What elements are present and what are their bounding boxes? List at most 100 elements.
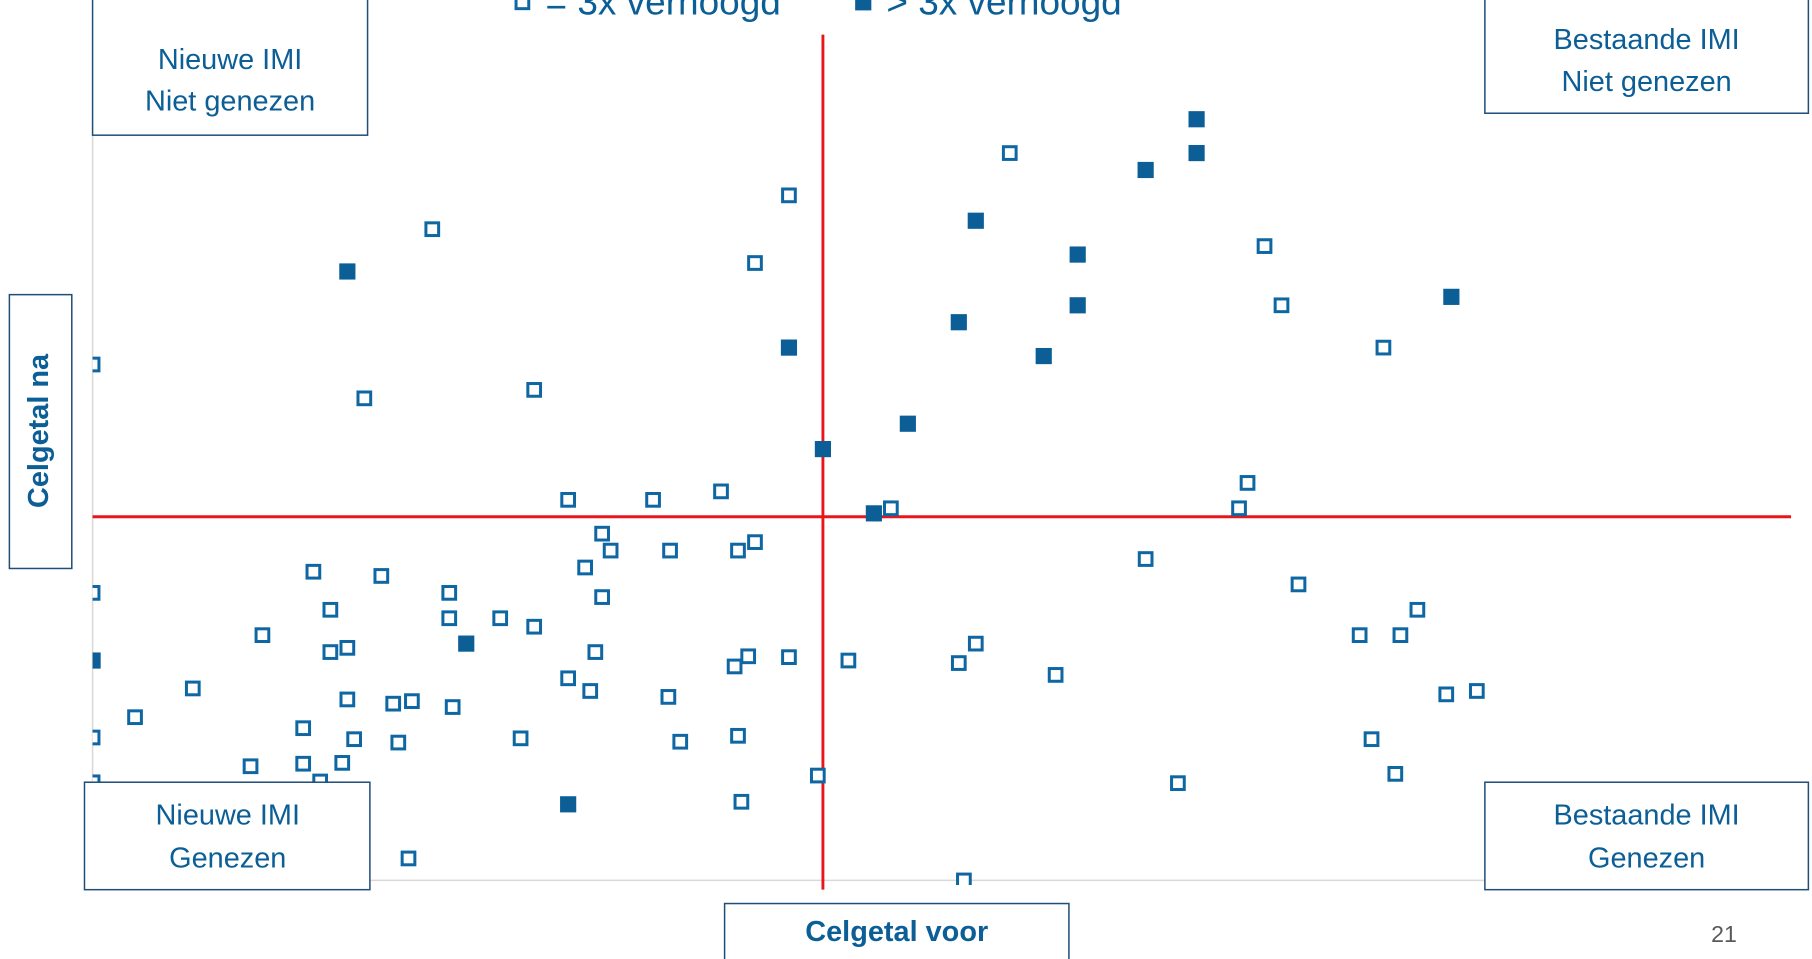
open-marker	[1387, 766, 1404, 782]
filled-marker	[1069, 246, 1086, 263]
legend-marker	[514, 0, 531, 11]
open-marker	[587, 644, 604, 660]
open-marker	[747, 534, 763, 550]
open-marker	[840, 652, 857, 669]
open-marker	[424, 221, 441, 238]
open-marker	[809, 767, 826, 784]
open-marker	[662, 542, 678, 559]
open-marker	[577, 559, 593, 576]
open-marker	[1392, 627, 1409, 644]
open-marker	[92, 356, 101, 373]
open-marker	[1290, 576, 1307, 593]
page-number: 21	[1711, 921, 1737, 947]
open-marker	[441, 610, 458, 627]
quadrant-box	[83, 781, 371, 891]
filled-marker	[560, 796, 577, 813]
filled-marker	[967, 212, 984, 229]
filled-marker	[814, 441, 832, 458]
filled-marker	[1188, 111, 1205, 128]
open-marker	[322, 601, 339, 618]
open-marker	[295, 720, 312, 737]
open-marker	[560, 491, 577, 508]
open-marker	[404, 693, 420, 709]
filled-marker	[1035, 347, 1052, 365]
open-marker	[1239, 475, 1256, 491]
open-marker	[356, 390, 373, 407]
legend-label: = 3x verhoogd	[546, 0, 781, 22]
filled-marker	[1137, 161, 1154, 179]
open-marker	[339, 639, 356, 656]
open-marker	[781, 187, 797, 204]
filled-marker	[458, 635, 475, 652]
open-marker	[1375, 339, 1392, 356]
open-marker	[512, 730, 529, 747]
open-marker	[526, 618, 543, 635]
open-marker	[956, 872, 972, 886]
open-marker	[594, 589, 610, 605]
open-marker	[1001, 145, 1018, 161]
filled-marker	[780, 339, 798, 356]
points	[92, 111, 1485, 886]
filled-marker	[899, 415, 916, 432]
open-marker	[1351, 627, 1368, 644]
open-marker	[1137, 551, 1154, 567]
filled-marker	[865, 505, 882, 522]
filled-marker	[1069, 297, 1086, 314]
legend-label: > 3x verhoogd	[886, 0, 1121, 22]
open-marker	[1170, 775, 1186, 792]
filled-marker	[950, 314, 967, 331]
open-marker	[92, 729, 101, 746]
x-label-box	[723, 902, 1070, 959]
open-marker	[441, 585, 458, 601]
quadrant-label: Bestaande IMI	[1554, 24, 1740, 56]
open-marker	[390, 734, 407, 751]
open-marker	[672, 733, 689, 750]
quadrant-label: Genezen	[169, 842, 286, 874]
open-marker	[730, 727, 746, 744]
open-marker	[184, 680, 201, 697]
legend: = 3x verhoogd > 3x verhoogd	[514, 0, 1122, 22]
open-marker	[526, 382, 543, 398]
open-marker	[1047, 667, 1064, 683]
y-label-box	[8, 293, 73, 570]
open-marker	[1256, 238, 1273, 254]
open-marker	[400, 850, 417, 867]
quadrant-label: Niet genezen	[145, 85, 315, 117]
open-marker	[92, 585, 101, 601]
open-marker	[740, 648, 757, 665]
quadrant-label: Bestaande IMI	[1554, 800, 1740, 832]
quadrant-label: Nieuwe IMI	[156, 800, 300, 832]
open-marker	[560, 670, 577, 687]
open-marker	[373, 568, 390, 584]
open-marker	[1468, 683, 1485, 699]
filled-marker	[92, 652, 101, 669]
open-marker	[322, 644, 339, 660]
open-marker	[713, 483, 729, 500]
open-marker	[781, 649, 797, 666]
open-marker	[254, 627, 271, 644]
open-marker	[602, 542, 619, 559]
quadrant-label: Nieuwe IMI	[158, 44, 302, 76]
x-axis-title: Celgetal voor	[805, 916, 988, 948]
open-marker	[127, 709, 143, 726]
open-marker	[594, 525, 610, 542]
filled-marker	[339, 263, 356, 280]
open-marker	[883, 500, 899, 517]
open-marker	[967, 635, 984, 652]
open-marker	[582, 683, 599, 699]
quadrant-box	[91, 0, 369, 136]
open-marker	[733, 793, 750, 810]
open-marker	[645, 491, 661, 508]
open-marker	[1231, 500, 1247, 517]
filled-marker	[1188, 144, 1205, 162]
open-marker	[385, 695, 402, 712]
open-marker	[295, 755, 312, 772]
y-axis-title: Celgetal na	[23, 353, 55, 508]
open-marker	[339, 691, 356, 708]
filled-marker	[1443, 288, 1460, 305]
open-marker	[726, 658, 743, 675]
open-marker	[1273, 297, 1290, 314]
reference-lines	[92, 34, 1792, 890]
